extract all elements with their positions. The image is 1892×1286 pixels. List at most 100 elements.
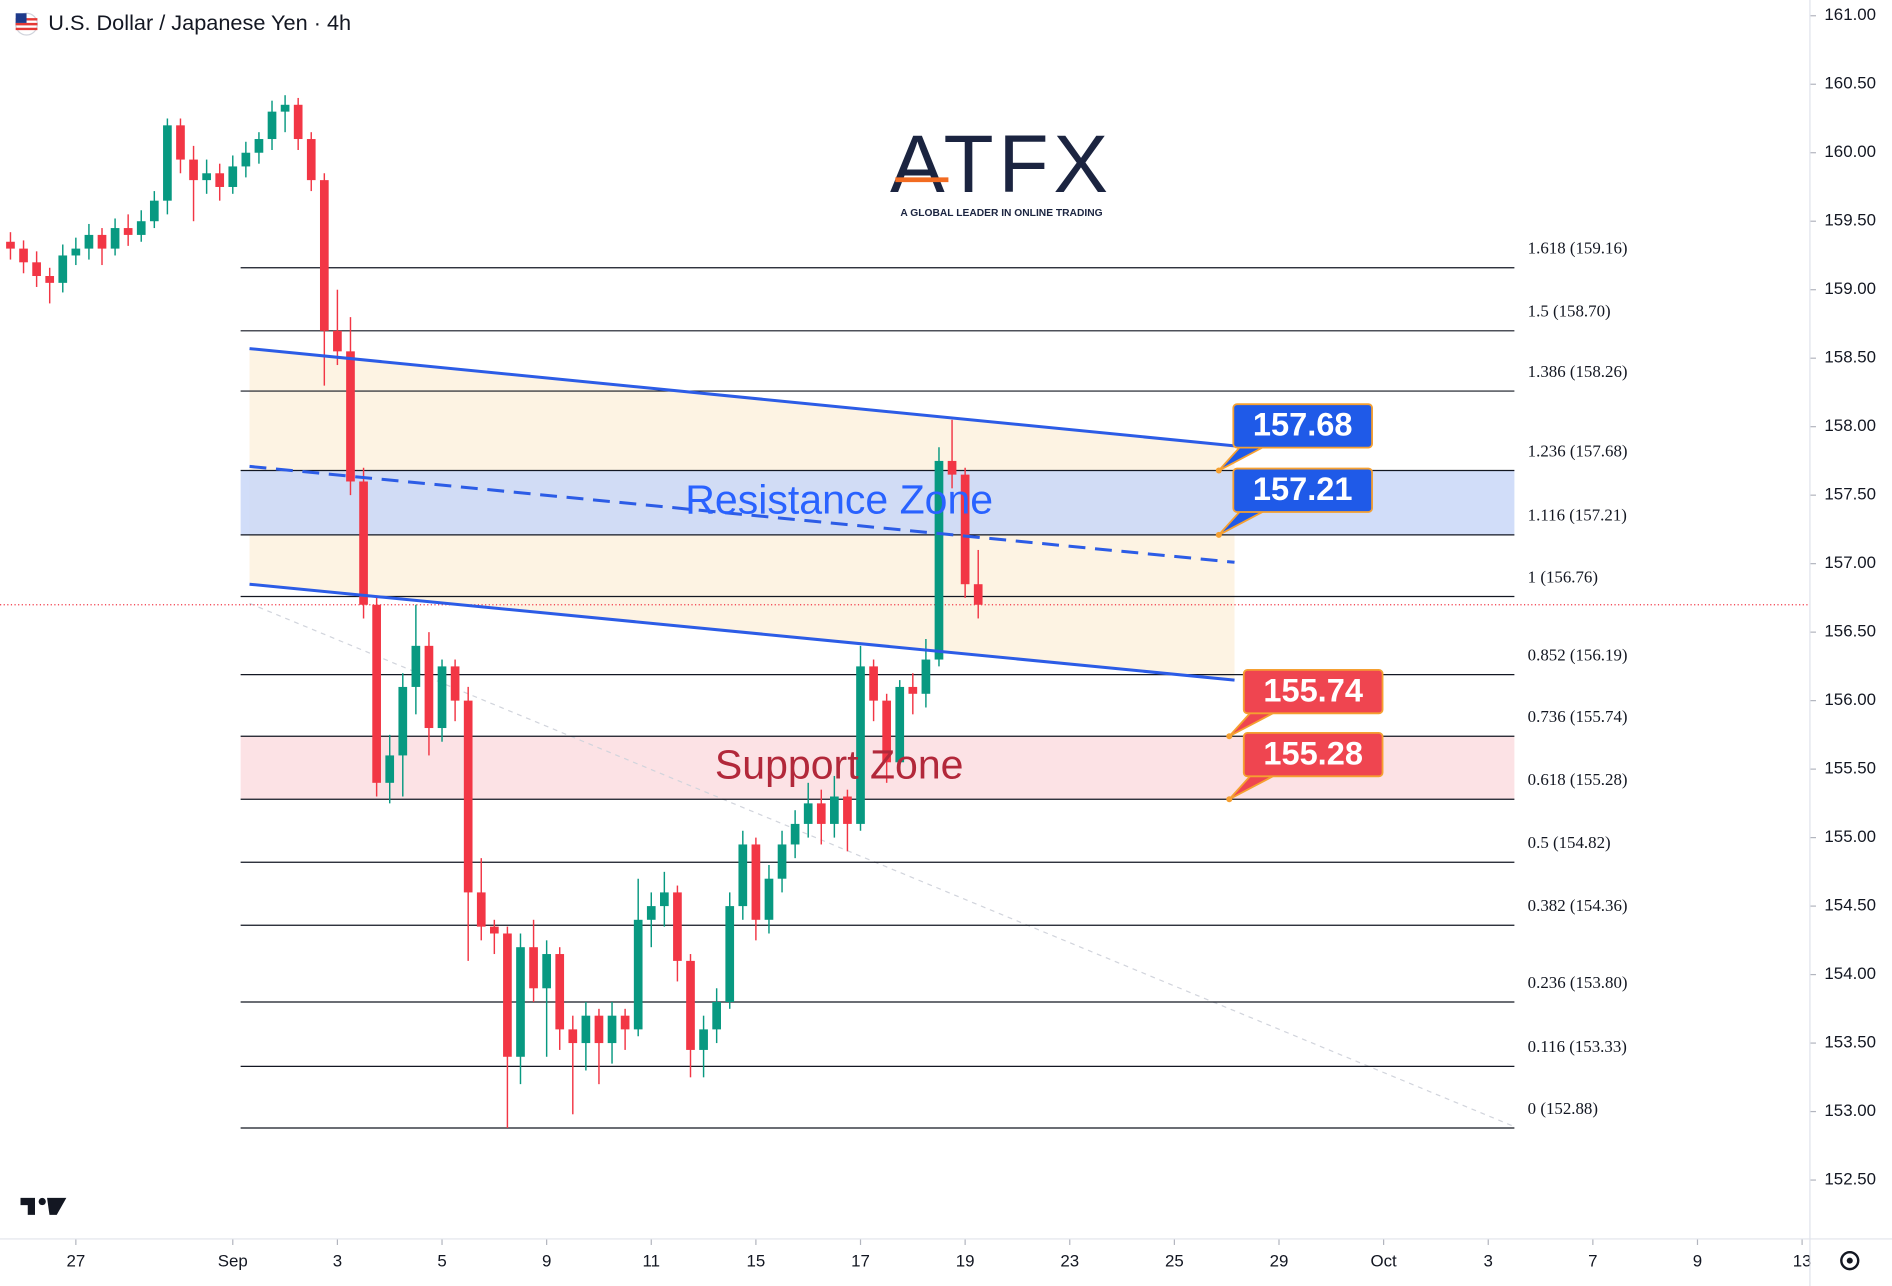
candle-body — [71, 248, 81, 256]
x-tick-label: 7 — [1588, 1251, 1597, 1270]
candle-body — [372, 604, 381, 783]
y-tick-label: 161.00 — [1824, 5, 1876, 24]
candle-body — [411, 645, 421, 687]
callout-label: 157.21 — [1253, 471, 1353, 507]
candle-body — [725, 906, 735, 1002]
x-tick-label: 9 — [542, 1251, 551, 1270]
x-tick-label: 25 — [1165, 1251, 1184, 1270]
candle-body — [607, 1015, 617, 1044]
callout-anchor — [1226, 796, 1233, 803]
marks-layer — [6, 95, 983, 1129]
candle-body — [58, 255, 68, 283]
candle-body — [241, 152, 251, 167]
callout-box — [1232, 467, 1373, 513]
y-tick-label: 160.00 — [1824, 142, 1876, 161]
candle-body — [568, 1029, 578, 1044]
x-tick-label: 11 — [643, 1251, 661, 1270]
candle-body — [699, 1029, 708, 1050]
x-tick-label: Sep — [218, 1251, 248, 1270]
candle-body — [633, 919, 643, 1030]
x-tick-label: 13 — [1793, 1251, 1812, 1270]
candle-body — [803, 803, 813, 824]
callout-box — [1232, 403, 1373, 449]
candle-body — [686, 960, 695, 1050]
channel-upper — [249, 347, 1235, 448]
candle-body — [529, 947, 538, 989]
candle-body — [267, 111, 277, 140]
y-tick-label: 154.50 — [1824, 896, 1876, 915]
candle-body — [6, 241, 15, 249]
candle-body — [110, 228, 120, 249]
x-tick-label: 23 — [1060, 1251, 1079, 1270]
candle-body — [424, 645, 434, 729]
fib-label: 1.5 (158.70) — [1528, 302, 1611, 321]
callout-label: 155.28 — [1263, 735, 1363, 771]
candle-body — [790, 823, 800, 845]
candle-body — [843, 796, 852, 824]
candle-body — [176, 125, 185, 160]
y-tick-label: 160.50 — [1824, 74, 1876, 93]
candle-body — [895, 686, 905, 763]
candle-body — [594, 1015, 604, 1044]
y-tick-label: 153.50 — [1824, 1033, 1876, 1052]
fib-label: 0.736 (155.74) — [1528, 707, 1628, 726]
callout-label: 155.74 — [1263, 672, 1363, 708]
candle-body — [398, 686, 408, 756]
candle-body — [503, 933, 512, 1057]
fib-label: 1.618 (159.16) — [1528, 239, 1628, 258]
candle-body — [816, 803, 826, 824]
y-tick-label: 153.00 — [1824, 1101, 1876, 1120]
candle-body — [555, 954, 565, 1030]
candle-body — [882, 700, 892, 763]
candle-body — [19, 248, 28, 263]
y-tick-label: 156.00 — [1824, 690, 1876, 709]
callout-anchor — [1226, 733, 1233, 740]
candle-body — [830, 796, 839, 824]
callout-anchor — [1215, 531, 1222, 538]
candle-body — [189, 159, 198, 181]
candle-body — [476, 892, 486, 927]
candle-body — [908, 686, 918, 694]
callout-anchor — [1215, 467, 1222, 474]
candle-body — [254, 139, 264, 153]
y-tick-label: 157.00 — [1824, 553, 1876, 572]
candle-body — [319, 180, 329, 331]
fib-label: 0.618 (155.28) — [1528, 770, 1628, 789]
y-tick-label: 158.00 — [1824, 416, 1876, 435]
x-tick-label: 19 — [956, 1251, 975, 1270]
fib-label: 0.116 (153.33) — [1528, 1037, 1627, 1056]
trendline — [249, 602, 1515, 1128]
fib-label: 1.116 (157.21) — [1528, 506, 1627, 525]
annotation-layer: Resistance Zone Support Zone 157.68 157.21 1… — [249, 347, 1384, 803]
candle-body — [489, 926, 499, 934]
candle-body — [84, 234, 94, 249]
x-tick-label: 5 — [437, 1251, 446, 1270]
candle-body — [516, 947, 525, 1057]
y-tick-label: 155.50 — [1824, 759, 1876, 778]
candle-body — [149, 200, 159, 222]
fib-label: 1.236 (157.68) — [1528, 441, 1628, 460]
candle-body — [620, 1015, 630, 1030]
candle-body — [869, 666, 878, 701]
candle-body — [581, 1015, 591, 1044]
settings-button[interactable] — [1840, 1251, 1860, 1271]
candle-body — [856, 666, 865, 824]
candle-body — [921, 659, 931, 694]
fib-label: 1 (156.76) — [1528, 567, 1598, 586]
y-tick-label: 154.00 — [1824, 964, 1876, 983]
candle-body — [660, 892, 669, 907]
candle-body — [712, 1001, 721, 1030]
callout-box — [1242, 732, 1384, 778]
y-tick-label: 157.50 — [1824, 485, 1876, 504]
candle-body — [293, 104, 303, 140]
y-tick-label: 159.50 — [1824, 211, 1876, 230]
fib-label: 0.382 (154.36) — [1528, 896, 1628, 915]
candle-body — [202, 173, 211, 181]
callout-label: 157.68 — [1253, 407, 1353, 443]
callout-box — [1242, 668, 1384, 715]
candle-body — [346, 351, 355, 482]
candle-body — [646, 906, 656, 920]
candle-body — [97, 234, 107, 249]
